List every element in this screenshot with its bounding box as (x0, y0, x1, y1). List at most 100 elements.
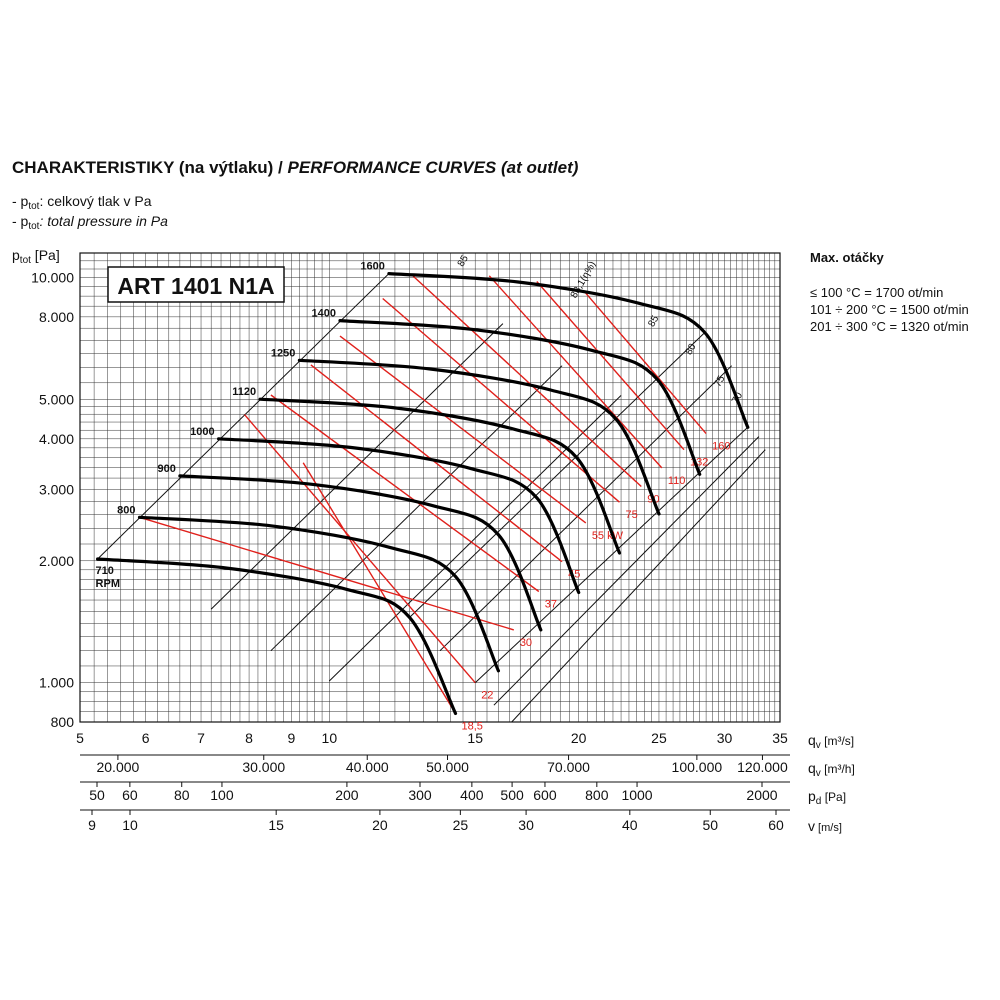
power-line (270, 394, 540, 593)
speed-curve (338, 319, 702, 476)
x-tick-label: 20 (571, 730, 587, 746)
power-line (382, 297, 620, 503)
rpm-label: 1600 (360, 261, 384, 273)
power-label: 55 kW (592, 530, 624, 542)
qv-m3h-tick-label: 120.000 (737, 759, 788, 775)
max-speed-row: 101 ÷ 200 °C = 1500 ot/min (810, 302, 969, 317)
pd-pa-tick-label: 600 (533, 787, 557, 803)
y-tick-label: 1.000 (39, 675, 74, 691)
legend-prefix-en: - p (12, 213, 29, 229)
y-tick-label: 10.000 (31, 270, 74, 286)
rpm-label: 1000 (190, 426, 214, 438)
rpm-unit-label: RPM (96, 578, 120, 590)
efficiency-label: 85 (646, 313, 661, 329)
qv-m3h-tick-label: 40.000 (346, 759, 389, 775)
chart-title: CHARAKTERISTIKY (na výtlaku) / PERFORMAN… (12, 158, 578, 178)
legend-text-en: : total pressure in Pa (39, 213, 168, 229)
pd-pa-tick-label: 100 (210, 787, 234, 803)
power-line (302, 462, 457, 714)
grid-lines (79, 252, 781, 723)
x-tick-label: 15 (467, 730, 483, 746)
y-tick-label: 5.000 (39, 392, 74, 408)
pd-pa-tick-label: 500 (500, 787, 524, 803)
qv-m3h-tick-label: 100.000 (672, 759, 723, 775)
pd-pa-axis-label: pd [Pa] (808, 788, 846, 807)
rpm-label: 900 (158, 463, 176, 475)
max-speed-heading: Max. otáčky (810, 250, 884, 265)
power-line (339, 335, 587, 524)
velocity-tick-label: 20 (372, 817, 388, 833)
efficiency-line (493, 436, 760, 706)
legend-line-english: - ptot: total pressure in Pa (12, 213, 168, 232)
power-label: 30 (520, 637, 532, 649)
x-tick-label: 9 (288, 730, 296, 746)
x-tick-label: 30 (717, 730, 733, 746)
pd-pa-tick-label: 200 (335, 787, 359, 803)
x-tick-label: 6 (142, 730, 150, 746)
power-label: 160 (712, 441, 730, 453)
velocity-axis-label: v [m/s] (808, 818, 842, 834)
y-tick-label: 2.000 (39, 553, 74, 569)
power-line (139, 516, 515, 631)
legend-line-czech: - ptot: celkový tlak v Pa (12, 193, 152, 212)
legend-sub-cz: tot (28, 201, 40, 212)
velocity-tick-label: 10 (122, 817, 138, 833)
y-tick-label: 800 (51, 714, 75, 730)
velocity-tick-label: 50 (702, 817, 718, 833)
power-label: 22 (481, 690, 493, 702)
velocity-tick-label: 30 (518, 817, 534, 833)
x-tick-label: 5 (76, 730, 84, 746)
velocity-tick-label: 9 (88, 817, 96, 833)
power-line (310, 364, 563, 563)
x-axis-label: qv [m³/s] (808, 732, 854, 751)
pd-pa-tick-label: 1000 (621, 787, 652, 803)
qv-m3h-axis-label: qv [m³/h] (808, 760, 855, 779)
x-tick-label: 7 (197, 730, 205, 746)
max-speed-row: ≤ 100 °C = 1700 ot/min (810, 285, 944, 300)
qv-m3h-tick-label: 70.000 (547, 759, 590, 775)
power-line (488, 275, 663, 469)
speed-curve (387, 272, 750, 429)
pd-pa-tick-label: 400 (460, 787, 484, 803)
y-axis-label: ptot [Pa] (12, 247, 60, 266)
pd-pa-tick-label: 800 (585, 787, 609, 803)
qv-m3h-tick-label: 20.000 (96, 759, 139, 775)
legend-prefix-cz: - p (12, 193, 29, 209)
power-label: 18,5 (461, 720, 482, 732)
efficiency-label: 80 (684, 342, 699, 358)
max-speed-row: 201 ÷ 300 °C = 1320 ot/min (810, 319, 969, 334)
velocity-tick-label: 60 (768, 817, 784, 833)
speed-curve (137, 515, 500, 673)
pd-pa-tick-label: 2000 (746, 787, 777, 803)
qv-m3h-tick-label: 30.000 (242, 759, 285, 775)
efficiency-line (328, 395, 622, 682)
x-tick-label: 25 (651, 730, 667, 746)
pd-pa-tick-label: 60 (122, 787, 138, 803)
plot-frame (79, 252, 781, 723)
model-name: ART 1401 N1A (117, 273, 274, 299)
speed-curve (297, 358, 661, 516)
rpm-label: 1400 (311, 308, 335, 320)
y-tick-label: 8.000 (39, 309, 74, 325)
efficiency-label: 75 (712, 374, 727, 390)
rpm-label: 800 (117, 504, 135, 516)
velocity-tick-label: 15 (268, 817, 284, 833)
legend-sub-en: tot (28, 221, 40, 232)
pd-pa-tick-label: 300 (408, 787, 432, 803)
efficiency-line (439, 365, 733, 652)
x-tick-label: 35 (772, 730, 788, 746)
efficiency-line (270, 365, 563, 652)
title-english: PERFORMANCE CURVES (at outlet) (287, 158, 579, 177)
title-czech: CHARAKTERISTIKY (na výtlaku) / (12, 158, 288, 177)
speed-curve (217, 437, 581, 595)
power-line (243, 414, 476, 684)
efficiency-line (511, 449, 766, 723)
pd-pa-tick-label: 80 (174, 787, 190, 803)
pd-pa-tick-label: 50 (89, 787, 105, 803)
model-box (107, 266, 285, 303)
power-label: 110 (668, 475, 686, 487)
power-line (412, 274, 642, 488)
efficiency-line (409, 332, 706, 618)
efficiency-line (474, 426, 749, 684)
x-tick-label: 8 (245, 730, 253, 746)
